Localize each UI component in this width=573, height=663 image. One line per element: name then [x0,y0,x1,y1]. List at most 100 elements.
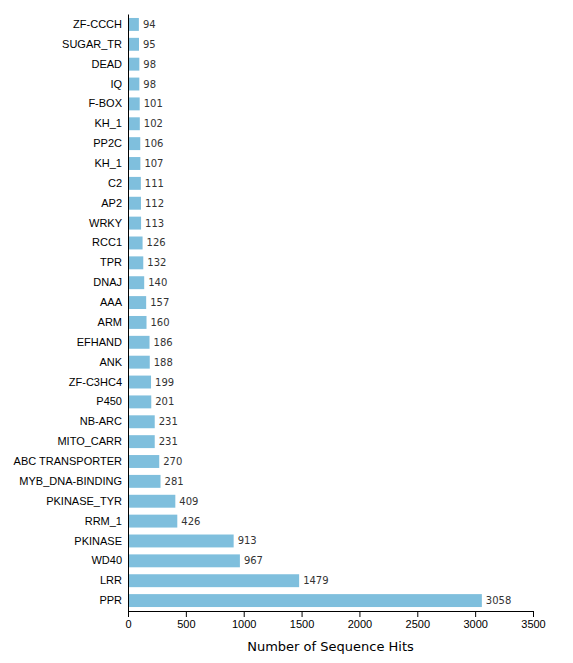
y-tick: ARM [98,316,122,328]
y-tick: P450 [96,395,122,407]
bar [128,376,151,389]
y-tick: IQ [110,78,122,90]
y-tick: LRR [100,574,122,586]
x-tick-label: 1500 [290,618,314,630]
y-tick-label: WRKY [89,217,123,229]
data-label: 106 [144,138,163,149]
y-tick-label: IQ [110,78,122,90]
y-tick-label: NB-ARC [80,415,122,427]
data-label: 3058 [486,595,511,606]
data-label: 188 [154,357,173,368]
bar [128,515,177,528]
x-tick-mark [359,611,360,617]
bar [128,18,139,31]
data-label: 98 [143,79,156,90]
data-label: 113 [145,218,164,229]
y-tick-label: AAA [100,296,123,308]
bar [128,217,141,230]
x-tick-label: 2500 [406,618,430,630]
bar [128,554,240,567]
bar [128,535,234,548]
y-tick: C2 [108,177,122,189]
y-tick-label: EFHAND [77,336,122,348]
data-label: 94 [143,19,156,30]
y-tick: WD40 [91,554,122,566]
data-label: 112 [145,198,164,209]
x-tick-mark [475,611,476,617]
y-tick: PPR [99,594,122,606]
y-tick: KH_1 [94,157,122,169]
x-tick-mark [533,611,534,617]
y-tick-label: SUGAR_TR [62,38,122,50]
data-label: 98 [143,59,156,70]
bar [128,574,299,587]
data-label: 270 [163,456,182,467]
data-label: 157 [150,297,169,308]
x-axis: 0500100015002000250030003500 [125,611,545,630]
x-axis-line [129,612,534,618]
data-label: 126 [147,237,166,248]
x-tick-mark [128,611,129,617]
y-tick-label: RCC1 [92,236,122,248]
bar [128,415,155,428]
data-label: 140 [148,277,167,288]
y-tick-label: MYB_DNA-BINDING [19,475,122,487]
x-tick-mark [186,611,187,617]
bar [128,336,150,349]
data-labels: 9495989810110210610711111211312613214015… [143,19,511,606]
x-tick-mark [302,611,303,617]
data-label: 231 [159,416,178,427]
x-tick-label: 0 [125,618,131,630]
bar [128,435,155,448]
y-tick-label: LRR [100,574,122,586]
data-label: 1479 [303,575,328,586]
y-tick-label: MITO_CARR [57,435,122,447]
data-label: 95 [143,39,156,50]
y-tick: MYB_DNA-BINDING [19,475,122,487]
y-tick-label: TPR [100,256,122,268]
bar [128,237,143,250]
bar [128,78,139,91]
data-label: 101 [144,98,163,109]
chart-container: 0500100015002000250030003500ZF-CCCHSUGAR… [0,0,573,663]
data-label: 160 [151,317,170,328]
bar [128,117,140,130]
data-label: 107 [144,158,163,169]
y-tick-label: ZF-CCCH [73,18,122,30]
y-axis-line [128,15,129,612]
bar [128,475,161,488]
data-label: 231 [159,436,178,447]
x-tick-mark [244,611,245,617]
y-tick: F-BOX [88,97,122,109]
x-tick: 1500 [290,611,314,630]
y-tick: EFHAND [77,336,122,348]
bars [128,18,482,607]
bar [128,455,159,468]
data-label: 111 [145,178,164,189]
y-tick-label: PPR [99,594,122,606]
y-tick: PKINASE_TYR [46,495,122,507]
bar [128,157,140,170]
y-tick: ZF-CCCH [73,18,122,30]
bar [128,256,143,269]
x-tick-label: 500 [177,618,195,630]
x-tick: 3000 [463,611,487,630]
y-tick: DNAJ [93,276,122,288]
y-tick-label: DNAJ [93,276,122,288]
bar [128,38,139,51]
y-tick-label: WD40 [91,554,122,566]
x-tick: 3500 [521,611,545,630]
data-label: 409 [179,496,198,507]
data-label: 913 [238,535,257,546]
bar [128,177,141,190]
bar [128,137,140,150]
data-label: 102 [144,118,163,129]
plot-area: 0500100015002000250030003500ZF-CCCHSUGAR… [14,15,546,630]
data-label: 281 [165,476,184,487]
x-tick: 500 [177,611,195,630]
y-tick: AAA [100,296,123,308]
y-tick: KH_1 [94,117,122,129]
y-tick: ANK [99,356,122,368]
y-tick-label: PP2C [93,137,122,149]
bar [128,97,140,110]
